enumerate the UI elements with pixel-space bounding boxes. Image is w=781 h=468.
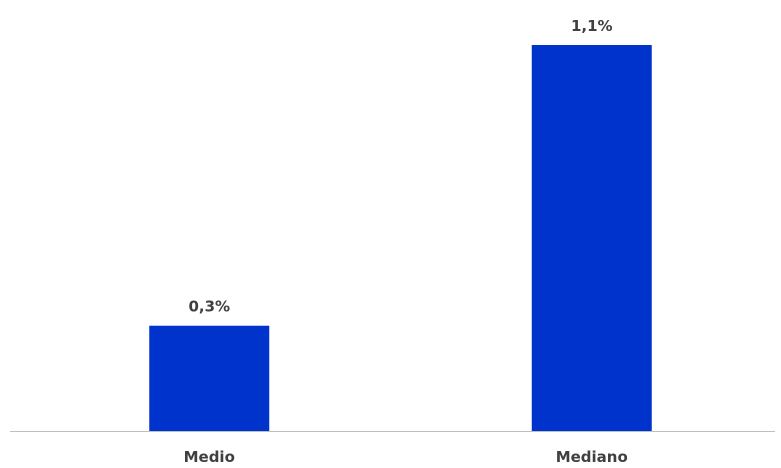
bar-medio [149, 325, 270, 431]
x-tick-label-mediano: Mediano [556, 448, 628, 466]
data-label-mediano: 1,1% [571, 17, 613, 35]
x-tick-labels-group: Medio Mediano [184, 448, 628, 466]
data-label-medio: 0,3% [188, 298, 230, 316]
bar-mediano [531, 45, 652, 431]
data-labels-group: 0,3% 1,1% [188, 17, 612, 316]
x-tick-label-medio: Medio [184, 448, 235, 466]
bars-group [149, 45, 652, 431]
